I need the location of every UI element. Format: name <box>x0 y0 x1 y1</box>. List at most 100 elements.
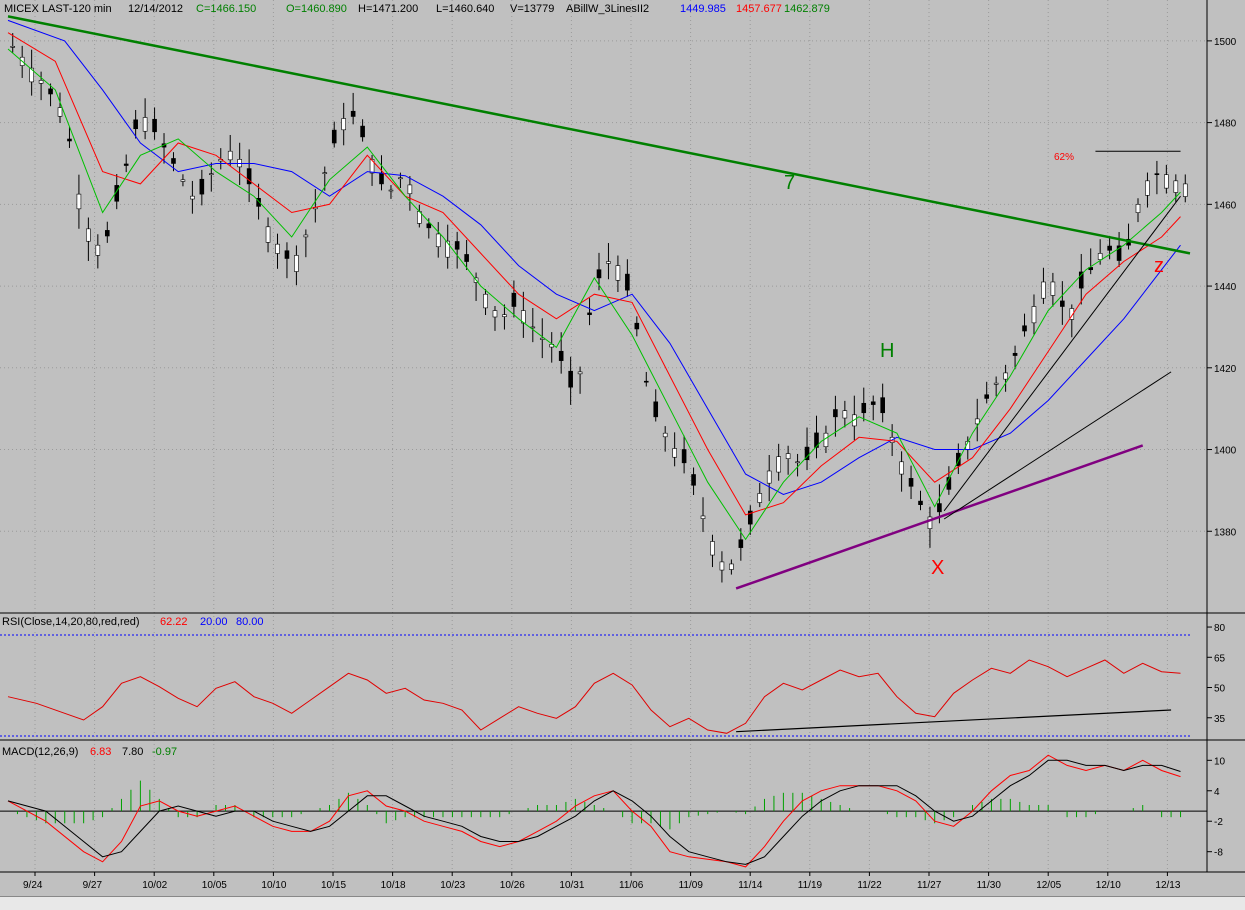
macd-signal-value: 7.80 <box>122 746 143 758</box>
time-tick-label: 10/31 <box>559 880 584 891</box>
candle-body <box>1164 174 1169 189</box>
candle-body <box>804 446 810 461</box>
rsi-pane <box>7 659 1181 734</box>
header-open: O=1460.890 <box>286 3 347 15</box>
candle-body <box>38 80 44 84</box>
time-tick-label: 10/05 <box>202 880 227 891</box>
candle-body <box>511 292 517 307</box>
candle-body <box>464 254 469 262</box>
trendline-lower-support <box>735 444 1144 590</box>
candle-body <box>76 193 82 210</box>
candle-body <box>814 432 819 448</box>
header-date: 12/14/2012 <box>128 3 183 15</box>
candle-body <box>1182 183 1188 197</box>
grid <box>0 0 1207 872</box>
time-tick-label: 11/27 <box>917 880 942 891</box>
candle-body <box>246 168 252 185</box>
candle-body <box>180 179 186 182</box>
candle-body <box>152 118 157 133</box>
rsi-tick-label: 65 <box>1214 653 1226 664</box>
time-tick-label: 12/10 <box>1096 880 1121 891</box>
candle-body <box>294 255 299 272</box>
candle-body <box>615 265 621 281</box>
price-tick-label: 1440 <box>1214 282 1237 293</box>
time-tick-label: 11/30 <box>977 880 1002 891</box>
candle-body <box>795 461 800 464</box>
time-tick-label: 10/23 <box>440 880 465 891</box>
time-tick-label: 9/24 <box>23 880 43 891</box>
candle-body <box>984 394 989 399</box>
ma-red-line <box>7 32 1181 516</box>
candle-body <box>227 150 233 161</box>
time-tick-label: 11/06 <box>619 880 644 891</box>
price-tick-label: 1460 <box>1214 200 1237 211</box>
candle-body <box>1154 173 1160 176</box>
time-tick-label: 10/02 <box>142 880 167 891</box>
candle-body <box>738 539 744 548</box>
time-tick-label: 10/26 <box>500 880 525 891</box>
macd-hist-value: -0.97 <box>152 746 177 758</box>
candlesticks <box>10 33 1188 583</box>
candle-body <box>880 397 885 414</box>
candle-body <box>95 244 101 256</box>
candle-body <box>993 382 999 385</box>
candle-body <box>57 107 63 117</box>
candle-body <box>322 172 328 174</box>
candle-body <box>48 88 53 95</box>
trendlines <box>7 15 1191 590</box>
candle-body <box>426 223 432 229</box>
candle-body <box>908 478 914 487</box>
time-tick-label: 11/22 <box>857 880 882 891</box>
candle-body <box>67 138 72 142</box>
rsi-tick-label: 35 <box>1214 714 1226 725</box>
time-tick-label: 10/18 <box>381 880 406 891</box>
candle-body <box>190 195 195 200</box>
candle-body <box>104 230 110 237</box>
time-tick-label: 12/13 <box>1155 880 1180 891</box>
candle-body <box>974 418 980 425</box>
candle-body <box>558 350 564 361</box>
moving-averages <box>7 19 1181 541</box>
candle-body <box>407 184 413 195</box>
candle-body <box>719 561 725 571</box>
macd-label: MACD(12,26,9) <box>2 746 78 758</box>
candle-body <box>171 158 176 164</box>
candle-body <box>86 228 91 242</box>
candle-body <box>691 474 696 486</box>
candle-body <box>634 322 640 330</box>
candle-body <box>568 370 573 388</box>
candle-body <box>1060 300 1065 307</box>
candle-body <box>360 125 365 138</box>
candle-body <box>653 401 659 418</box>
price-tick-label: 1420 <box>1214 364 1237 375</box>
rsi-line <box>7 659 1181 734</box>
candle-body <box>766 470 772 484</box>
candle-body <box>398 177 403 180</box>
candle-body <box>1012 352 1018 356</box>
candle-body <box>672 448 677 458</box>
time-tick-label: 12/05 <box>1036 880 1061 891</box>
header-symbol: MICEX LAST-120 min <box>4 3 112 15</box>
candle-body <box>587 312 592 315</box>
rsi-value: 62.22 <box>160 616 188 628</box>
candle-body <box>662 432 668 438</box>
header-line3: 1462.879 <box>784 3 830 15</box>
candle-body <box>899 461 904 475</box>
candle-body <box>937 503 942 513</box>
candle-body <box>1050 281 1056 296</box>
candle-body <box>142 117 148 132</box>
candle-body <box>1173 180 1179 193</box>
trendline-steep-support <box>943 195 1181 512</box>
rsi-low-band: 20.00 <box>200 616 228 628</box>
candle-body <box>303 234 309 238</box>
price-axis-ticks: 1380 1400 1420 1440 1460 1480 1500 80 65 50 35 10 4 -… <box>1207 37 1237 859</box>
candle-body <box>445 240 451 258</box>
candle-body <box>918 500 923 506</box>
candle-body <box>275 243 280 254</box>
candle-body <box>369 159 375 174</box>
annotation-fib-62: 62% <box>1054 152 1074 163</box>
candle-body <box>870 401 876 405</box>
candle-body <box>388 189 394 192</box>
candle-body <box>454 241 460 250</box>
candle-body <box>539 337 545 340</box>
